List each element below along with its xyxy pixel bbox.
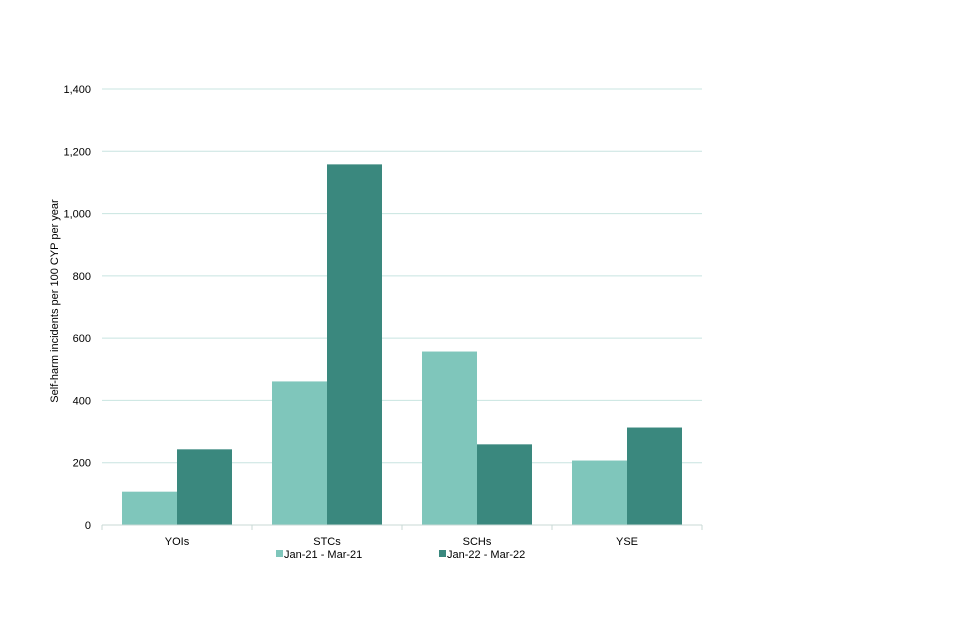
y-tick-label: 1,200 — [63, 146, 91, 158]
y-tick-label: 400 — [73, 395, 91, 407]
y-tick-label: 200 — [73, 458, 91, 470]
x-category-label: SCHs — [463, 536, 492, 548]
bars — [122, 164, 682, 525]
x-category-label: YSE — [616, 536, 638, 548]
bar — [122, 491, 177, 525]
x-axis — [101, 524, 703, 530]
bar — [422, 351, 477, 525]
bar — [327, 164, 382, 525]
legend: Jan-21 - Mar-21 Jan-22 - Mar-22 — [276, 549, 525, 561]
y-tick-label: 600 — [73, 333, 91, 345]
y-tick-labels: 0 200 400 600 800 1,000 1,200 1,400 — [63, 84, 91, 532]
y-tick-label: 800 — [73, 271, 91, 283]
gridlines — [102, 88, 702, 464]
legend-label: Jan-21 - Mar-21 — [284, 549, 362, 561]
bar — [177, 449, 232, 525]
legend-swatch — [439, 550, 446, 557]
x-category-label: YOIs — [165, 536, 190, 548]
bar — [627, 427, 682, 525]
y-axis-title: Self-harm incidents per 100 CYP per year — [49, 199, 61, 403]
x-category-label: STCs — [313, 536, 341, 548]
bar — [272, 381, 327, 525]
y-tick-label: 1,400 — [63, 84, 91, 96]
bar — [477, 444, 532, 525]
x-category-labels: YOIs STCs SCHs YSE — [165, 536, 638, 548]
legend-swatch — [276, 550, 283, 557]
y-tick-label: 1,000 — [63, 209, 91, 221]
bar — [572, 460, 627, 525]
y-tick-label: 0 — [85, 520, 91, 532]
legend-label: Jan-22 - Mar-22 — [447, 549, 525, 561]
